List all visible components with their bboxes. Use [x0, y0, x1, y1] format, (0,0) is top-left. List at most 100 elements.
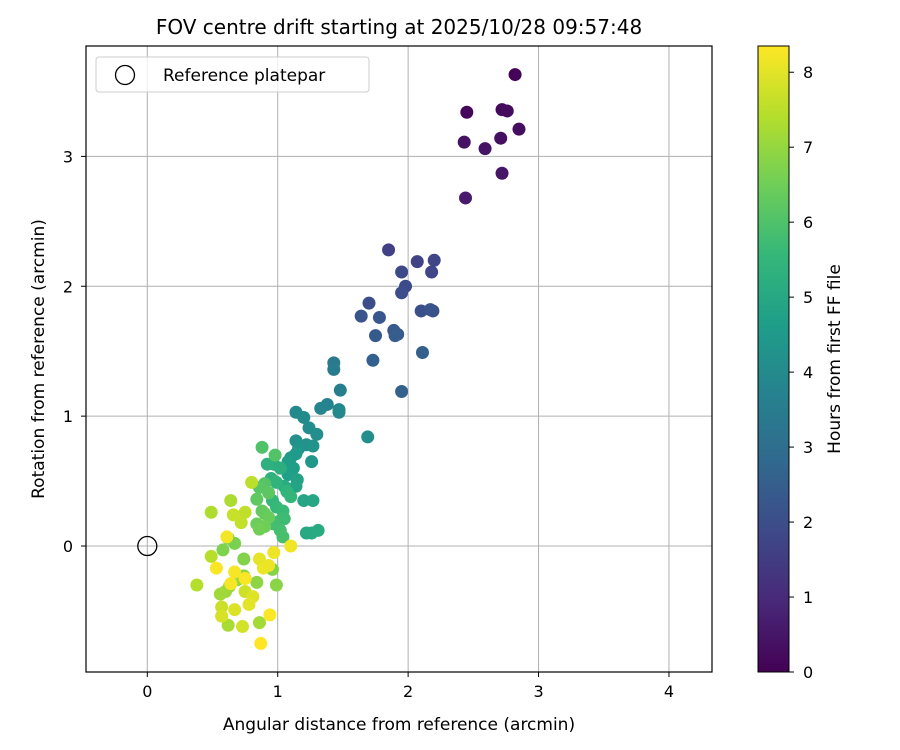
colorbar-tick-label: 7: [803, 138, 813, 157]
data-point: [354, 309, 368, 323]
colorbar: [757, 45, 790, 673]
data-point: [415, 346, 429, 360]
colorbar-tick-label: 4: [803, 363, 813, 382]
reference-platepar-marker: [137, 535, 158, 557]
data-point: [245, 475, 259, 489]
data-point: [276, 530, 290, 544]
colorbar-label: Hours from first FF file: [825, 264, 845, 454]
plot-area: [86, 46, 712, 672]
legend-reference-marker: [114, 64, 136, 86]
grid-lines: [86, 46, 712, 672]
data-point: [190, 578, 204, 592]
data-point: [395, 265, 409, 279]
data-point: [252, 616, 266, 630]
data-point: [369, 329, 383, 343]
colorbar-tick-label: 5: [803, 288, 813, 307]
x-tick-label: 1: [273, 682, 283, 701]
colorbar-ticks: 0 1 2 3 4 5 6 7 8: [789, 63, 813, 682]
data-point: [284, 490, 298, 504]
data-point: [224, 577, 238, 591]
data-point: [311, 523, 325, 537]
y-axis-ticks: 0 1 2 3: [63, 147, 86, 556]
data-point: [204, 549, 218, 563]
data-point: [512, 122, 526, 136]
data-point: [242, 597, 256, 611]
data-point: [306, 494, 320, 508]
y-axis-label: Rotation from reference (arcmin): [29, 219, 49, 499]
data-point: [423, 303, 437, 317]
colorbar-tick-label: 2: [803, 513, 813, 532]
data-point: [306, 439, 320, 453]
data-point: [508, 68, 522, 82]
data-point: [238, 505, 252, 519]
y-tick-label: 2: [63, 277, 73, 296]
x-axis-label: Angular distance from reference (arcmin): [223, 715, 575, 735]
data-point: [220, 530, 234, 544]
x-tick-label: 0: [142, 682, 152, 701]
x-axis-ticks: 0 1 2 3 4: [142, 672, 674, 701]
data-point: [254, 636, 268, 650]
data-point: [216, 543, 230, 557]
data-point: [238, 571, 252, 585]
data-point: [410, 255, 424, 269]
data-point: [297, 410, 311, 424]
colorbar-tick-label: 8: [803, 63, 813, 82]
data-point: [228, 565, 242, 579]
data-point: [250, 492, 264, 506]
data-point: [213, 587, 227, 601]
data-point: [204, 505, 218, 519]
data-point: [237, 552, 251, 566]
data-point: [425, 265, 439, 279]
data-point: [332, 405, 346, 419]
data-point: [395, 384, 409, 398]
data-point: [262, 559, 276, 573]
data-point: [333, 383, 347, 397]
data-point: [366, 353, 380, 367]
legend: Reference platepar: [95, 56, 370, 93]
data-point: [388, 329, 402, 343]
x-tick-label: 3: [533, 682, 543, 701]
data-point: [495, 166, 509, 180]
x-tick-label: 2: [403, 682, 413, 701]
colorbar-tick-label: 0: [803, 663, 813, 682]
x-tick-label: 4: [664, 682, 674, 701]
data-point: [460, 105, 474, 119]
reference-marker-layer: [137, 535, 158, 557]
data-point: [310, 427, 324, 441]
y-tick-label: 1: [63, 407, 73, 426]
data-point: [252, 522, 266, 536]
data-point: [459, 191, 473, 205]
legend-label: Reference platepar: [163, 66, 325, 86]
data-point: [361, 430, 375, 444]
data-point: [260, 457, 274, 471]
data-point: [494, 131, 508, 145]
data-point: [267, 546, 281, 560]
data-point: [372, 310, 386, 324]
data-point: [427, 253, 441, 267]
y-tick-label: 3: [63, 147, 73, 166]
data-point: [297, 494, 311, 508]
data-point: [215, 600, 229, 614]
data-point: [362, 296, 376, 310]
data-point: [236, 620, 249, 634]
data-point: [215, 609, 229, 623]
colorbar-tick-label: 1: [803, 588, 813, 607]
data-point: [263, 608, 277, 622]
data-point: [284, 539, 298, 553]
data-point: [500, 104, 514, 118]
data-point: [395, 286, 409, 300]
data-point: [221, 618, 235, 632]
data-point: [226, 508, 240, 522]
data-point: [255, 440, 269, 454]
plot-frame: [85, 45, 713, 673]
data-point: [457, 135, 471, 149]
data-point: [262, 486, 276, 500]
chart-title: FOV centre drift starting at 2025/10/28 …: [156, 15, 642, 39]
data-point: [209, 561, 223, 575]
data-point: [269, 578, 283, 592]
data-point: [305, 455, 319, 469]
y-tick-label: 0: [63, 537, 73, 556]
data-point: [478, 142, 492, 156]
data-point: [314, 401, 328, 415]
